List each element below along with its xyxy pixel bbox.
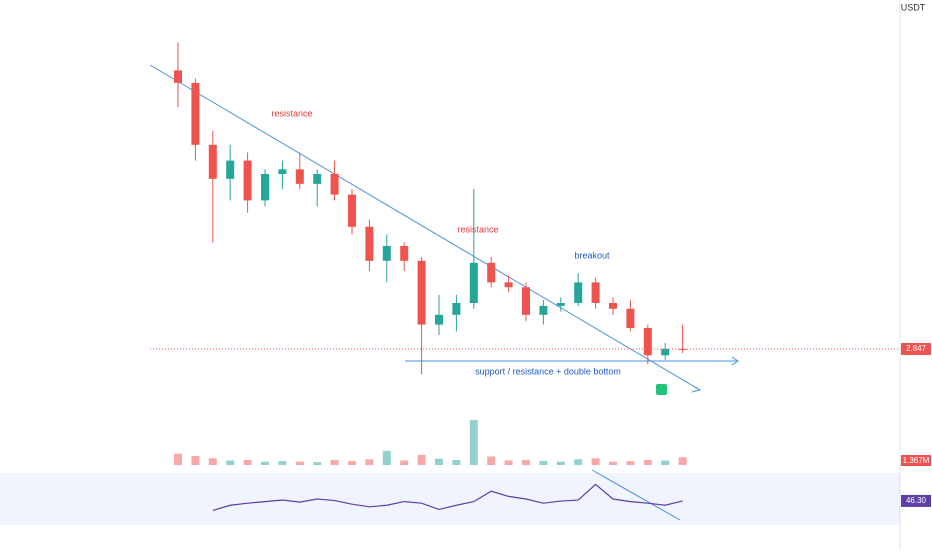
candle-body [435, 314, 443, 325]
candle-body [574, 282, 583, 304]
candle-body [469, 262, 478, 304]
candle-body [400, 246, 409, 261]
volume-bar [469, 420, 478, 465]
rsi-trend-line [591, 469, 681, 521]
candle-body [261, 173, 269, 201]
volume-bar [609, 461, 617, 465]
candle-body [208, 144, 217, 179]
annotation: breakout [574, 250, 610, 260]
candle-body [556, 303, 565, 306]
currency: USDT [901, 2, 926, 12]
volume-bar [365, 459, 374, 465]
trend-line [149, 64, 701, 391]
candle-body [591, 282, 600, 304]
volume-bar [295, 461, 304, 465]
rsi-label: 46.30 [906, 496, 927, 505]
volume-bar [400, 460, 409, 465]
candle-body [487, 262, 496, 283]
candle-body [382, 246, 391, 261]
volume-bar [574, 459, 583, 465]
volume-bar [278, 461, 287, 465]
candle-body [539, 305, 548, 315]
last-price-badge [901, 343, 931, 356]
annotation: resistance [457, 224, 498, 234]
volume-bar [348, 461, 356, 465]
volume-bar [226, 460, 235, 465]
candle-body [174, 70, 182, 83]
arrow-head [731, 356, 739, 366]
volume-bar [678, 457, 687, 465]
candle-body [504, 282, 513, 288]
volume-bar [504, 460, 513, 465]
volume-label: 1.367M [903, 456, 930, 465]
candle-body [348, 194, 356, 227]
volume-bar [174, 453, 182, 465]
volume-bar [435, 458, 443, 465]
last-price: 2.847 [906, 344, 927, 353]
volume-bar [382, 450, 391, 465]
candle-body [243, 160, 252, 201]
volume-bar [522, 459, 530, 465]
candle-body [643, 328, 652, 356]
volume-bar [487, 456, 496, 465]
candle-body [678, 348, 687, 350]
volume-badge [901, 455, 931, 466]
rsi-line [212, 483, 683, 512]
volume-bar [261, 461, 269, 465]
volume-bar [330, 459, 339, 465]
annotation: resistance [271, 108, 312, 118]
candle-body [278, 169, 287, 174]
volume-bar [556, 461, 565, 465]
volume-bar [591, 458, 600, 465]
volume-bar [643, 459, 652, 465]
candle-body [313, 173, 322, 184]
volume-bar [626, 461, 635, 465]
rsi-band [0, 473, 900, 525]
annotation: support / resistance + double bottom [475, 366, 621, 376]
volume-bar [191, 456, 200, 465]
volume-bar [243, 459, 252, 465]
candle-body [417, 260, 426, 325]
volume-bar [417, 454, 426, 465]
volume-bar [452, 459, 461, 465]
candle-body [661, 348, 670, 356]
candle-body [452, 303, 461, 315]
candle-body [522, 287, 530, 315]
candle-body [191, 82, 200, 145]
candle-body [330, 173, 339, 195]
candle-body [626, 308, 635, 329]
arrow-head [691, 385, 702, 393]
volume-bar [539, 461, 548, 465]
volume-bar [208, 458, 217, 465]
candle-body [609, 303, 617, 309]
volume-bar [661, 460, 670, 465]
signal-icon [656, 384, 667, 395]
rsi-badge [901, 494, 931, 507]
candle-body [295, 169, 304, 184]
volume-bar [313, 462, 322, 465]
candle-body [226, 160, 235, 179]
candle-body [365, 226, 374, 261]
